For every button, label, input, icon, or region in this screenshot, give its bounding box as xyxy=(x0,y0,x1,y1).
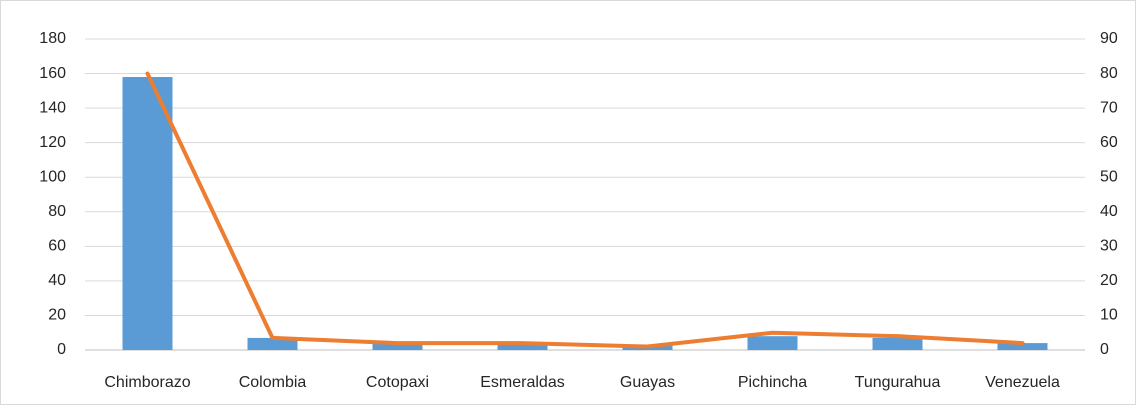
bar xyxy=(872,337,923,350)
x-tick-label: Cotopaxi xyxy=(366,374,429,391)
y2-tick-label: 10 xyxy=(1100,307,1118,324)
y2-tick-label: 30 xyxy=(1100,238,1118,255)
x-tick-label: Colombia xyxy=(239,374,307,391)
bar xyxy=(122,77,173,350)
y2-tick-label: 60 xyxy=(1100,134,1118,151)
y-tick-label: 60 xyxy=(48,238,66,255)
bar xyxy=(497,343,548,350)
y2-tick-label: 0 xyxy=(1100,341,1109,358)
line xyxy=(145,71,1025,349)
y2-tick-label: 40 xyxy=(1100,203,1118,220)
x-tick-label: Tungurahua xyxy=(855,374,941,391)
x-tick-label: Pichincha xyxy=(738,374,807,391)
y2-tick-label: 20 xyxy=(1100,272,1118,289)
y-tick-label: 40 xyxy=(48,272,66,289)
x-tick-label: Chimborazo xyxy=(104,374,190,391)
y-tick-label: 140 xyxy=(39,99,66,116)
bar xyxy=(997,343,1048,350)
x-tick-label: Venezuela xyxy=(985,374,1060,391)
x-tick-label: Esmeraldas xyxy=(480,374,564,391)
bar xyxy=(247,337,298,350)
y-tick-label: 160 xyxy=(39,65,66,82)
y-tick-label: 100 xyxy=(39,168,66,185)
y2-tick-label: 80 xyxy=(1100,65,1118,82)
bar xyxy=(372,343,423,350)
x-tick-label: Guayas xyxy=(620,374,675,391)
y2-tick-label: 50 xyxy=(1100,168,1118,185)
y-tick-label: 0 xyxy=(57,341,66,358)
y2-tick-label: 70 xyxy=(1100,99,1118,116)
bar xyxy=(747,336,798,350)
y-tick-label: 120 xyxy=(39,134,66,151)
y-tick-label: 80 xyxy=(48,203,66,220)
y-tick-label: 20 xyxy=(48,307,66,324)
y2-tick-label: 90 xyxy=(1100,30,1118,47)
y-tick-label: 180 xyxy=(39,30,66,47)
